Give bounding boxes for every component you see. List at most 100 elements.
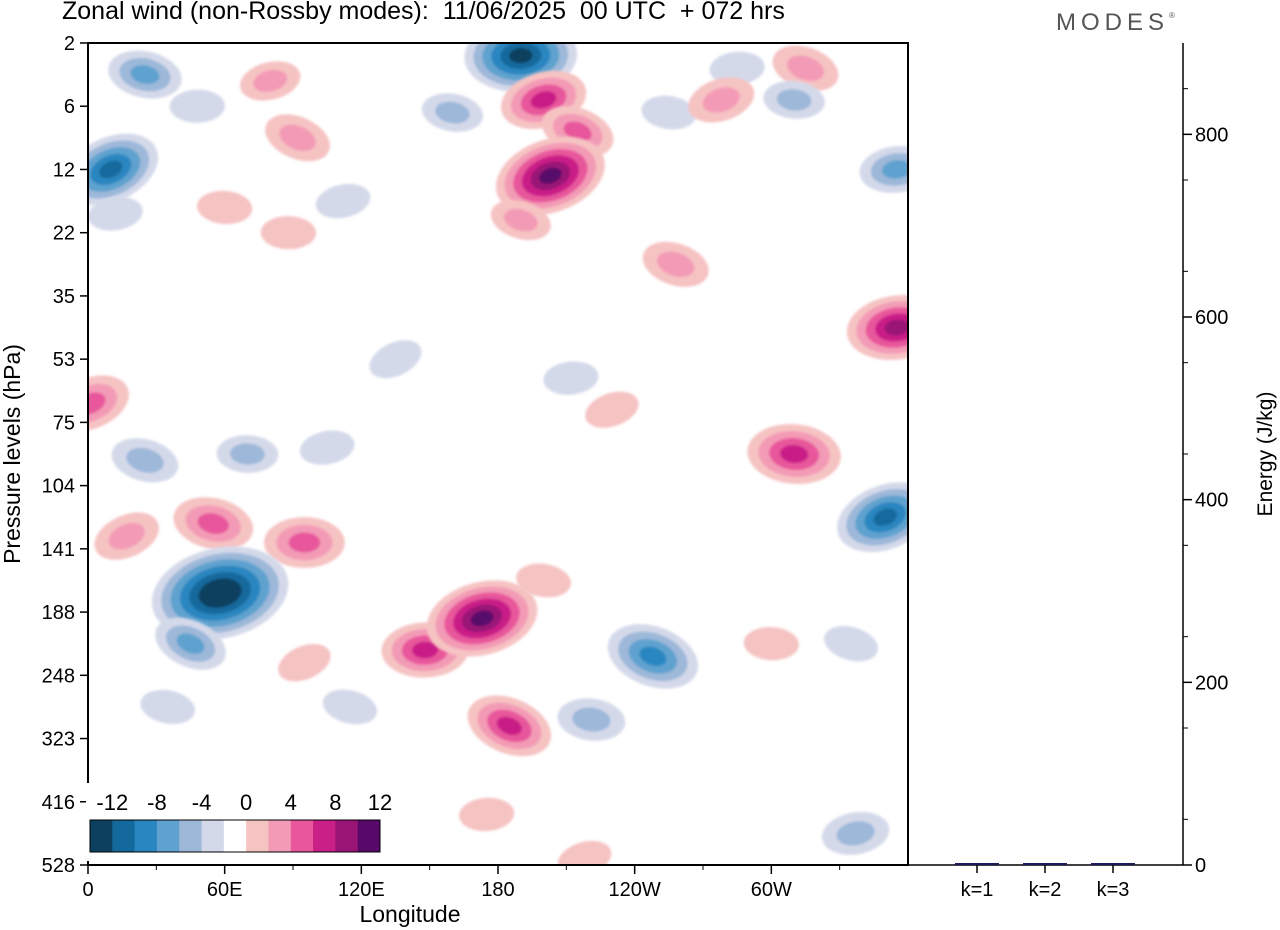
contour-band (230, 443, 265, 465)
colorbar-swatch (201, 820, 225, 852)
y-tick-label: 35 (53, 286, 75, 308)
y-tick-label: 528 (42, 855, 75, 877)
colorbar-swatch (112, 820, 136, 852)
wind-anomaly-feature (426, 580, 538, 657)
contour-band (873, 508, 898, 526)
contour-band (543, 361, 599, 395)
contour-band (572, 707, 611, 732)
wind-anomaly-feature (197, 190, 253, 225)
contour-band (709, 51, 765, 86)
energy-bar (1023, 863, 1067, 865)
colorbar-swatch (90, 820, 113, 852)
wind-anomaly-feature (459, 797, 515, 832)
colorbar-swatch (134, 820, 158, 852)
energy-tick-label: 600 (1195, 307, 1228, 329)
y-tick-label: 141 (42, 539, 75, 561)
wind-anomaly-feature (151, 546, 289, 640)
wind-anomaly-feature (94, 512, 159, 560)
colorbar: -12 -8 -4 0 4 8 12 (86, 783, 392, 861)
wind-anomaly-feature (837, 482, 908, 553)
wind-anomaly-feature (557, 840, 612, 865)
wind-anomaly-feature (763, 80, 825, 119)
wind-anomaly-feature (278, 643, 331, 682)
contour-band (539, 167, 562, 184)
wind-anomaly-feature (108, 50, 182, 99)
contour-band (207, 584, 233, 602)
colorbar-swatch (313, 820, 336, 852)
contour-band (779, 444, 809, 464)
y-tick-label: 22 (53, 223, 75, 245)
y-tick-label: 2 (64, 33, 75, 55)
contour-band (503, 208, 538, 232)
contour-band (470, 610, 494, 627)
energy-tick-label: 400 (1195, 490, 1228, 512)
brand-logo: MODES® (1056, 9, 1175, 37)
contour-band (459, 797, 515, 832)
contour-band (743, 627, 799, 661)
contour-band (509, 48, 533, 64)
contour-band (369, 340, 422, 379)
wind-anomaly-feature (585, 391, 639, 428)
contour-band (836, 821, 875, 846)
wind-anomaly-feature (369, 340, 422, 379)
registered-mark-icon: ® (1169, 11, 1175, 20)
colorbar-tick-label: 0 (240, 790, 252, 815)
y-tick-label: 416 (42, 792, 75, 814)
wind-anomaly-feature (821, 811, 890, 855)
wind-anomaly-feature (516, 563, 571, 598)
y-tick-label: 104 (42, 476, 75, 498)
contour-band (299, 430, 355, 465)
contour-band (702, 87, 740, 113)
contour-band (322, 689, 378, 725)
wind-anomaly-feature (709, 51, 765, 86)
energy-bar-panel: 0 200 400 600 800 Energy (J/kg) k=1 k=2 k=3 (908, 43, 1277, 901)
wind-anomaly-feature (747, 424, 841, 484)
wind-anomaly-feature (859, 145, 908, 193)
contour-band (786, 55, 825, 82)
wind-anomaly-feature (265, 114, 330, 162)
contour-band (288, 532, 321, 553)
y-axis-label: Pressure levels (hPa) (0, 344, 25, 564)
wind-anomaly-feature (173, 497, 254, 550)
y-tick-label: 75 (53, 412, 75, 434)
wind-anomaly-feature (824, 626, 878, 662)
x-tick-label: 120E (338, 879, 385, 901)
wind-anomaly-feature (322, 689, 378, 725)
contour-band (882, 160, 908, 179)
wind-anomaly-feature (88, 133, 159, 206)
contour-band (260, 216, 317, 250)
colorbar-frame (89, 819, 381, 853)
contour-band (585, 391, 639, 428)
brand-logo-text: MODES (1056, 9, 1170, 36)
wind-anomaly-feature (495, 136, 605, 216)
colorbar-swatch (179, 820, 203, 852)
contour-band (884, 319, 908, 336)
energy-category-label: k=3 (1097, 879, 1130, 901)
energy-category-label: k=1 (961, 879, 994, 901)
contour-band (411, 641, 439, 659)
contour-band (516, 563, 571, 598)
wind-anomaly-feature (239, 61, 301, 101)
contour-band (557, 840, 612, 865)
wind-anomaly-feature (299, 430, 355, 465)
wind-anomaly-feature (216, 435, 279, 473)
y-tick-label: 188 (42, 602, 75, 624)
contour-band (108, 522, 145, 550)
wind-anomaly-feature (263, 517, 345, 568)
contour-band (563, 121, 592, 142)
colorbar-tick-label: -8 (147, 790, 167, 815)
wind-anomaly-feature (557, 698, 626, 741)
contour-band (278, 643, 331, 682)
y-tick-label: 53 (53, 349, 75, 371)
contour-band (641, 95, 697, 130)
energy-axis-label: Energy (J/kg) (1254, 392, 1277, 517)
wind-anomaly-feature (543, 361, 599, 395)
colorbar-swatch (223, 820, 247, 852)
wind-anomaly-feature (169, 89, 225, 123)
contour-band (130, 65, 160, 85)
wind-anomaly-feature (743, 627, 799, 661)
contour-band (88, 392, 106, 415)
contour-band (435, 101, 470, 124)
